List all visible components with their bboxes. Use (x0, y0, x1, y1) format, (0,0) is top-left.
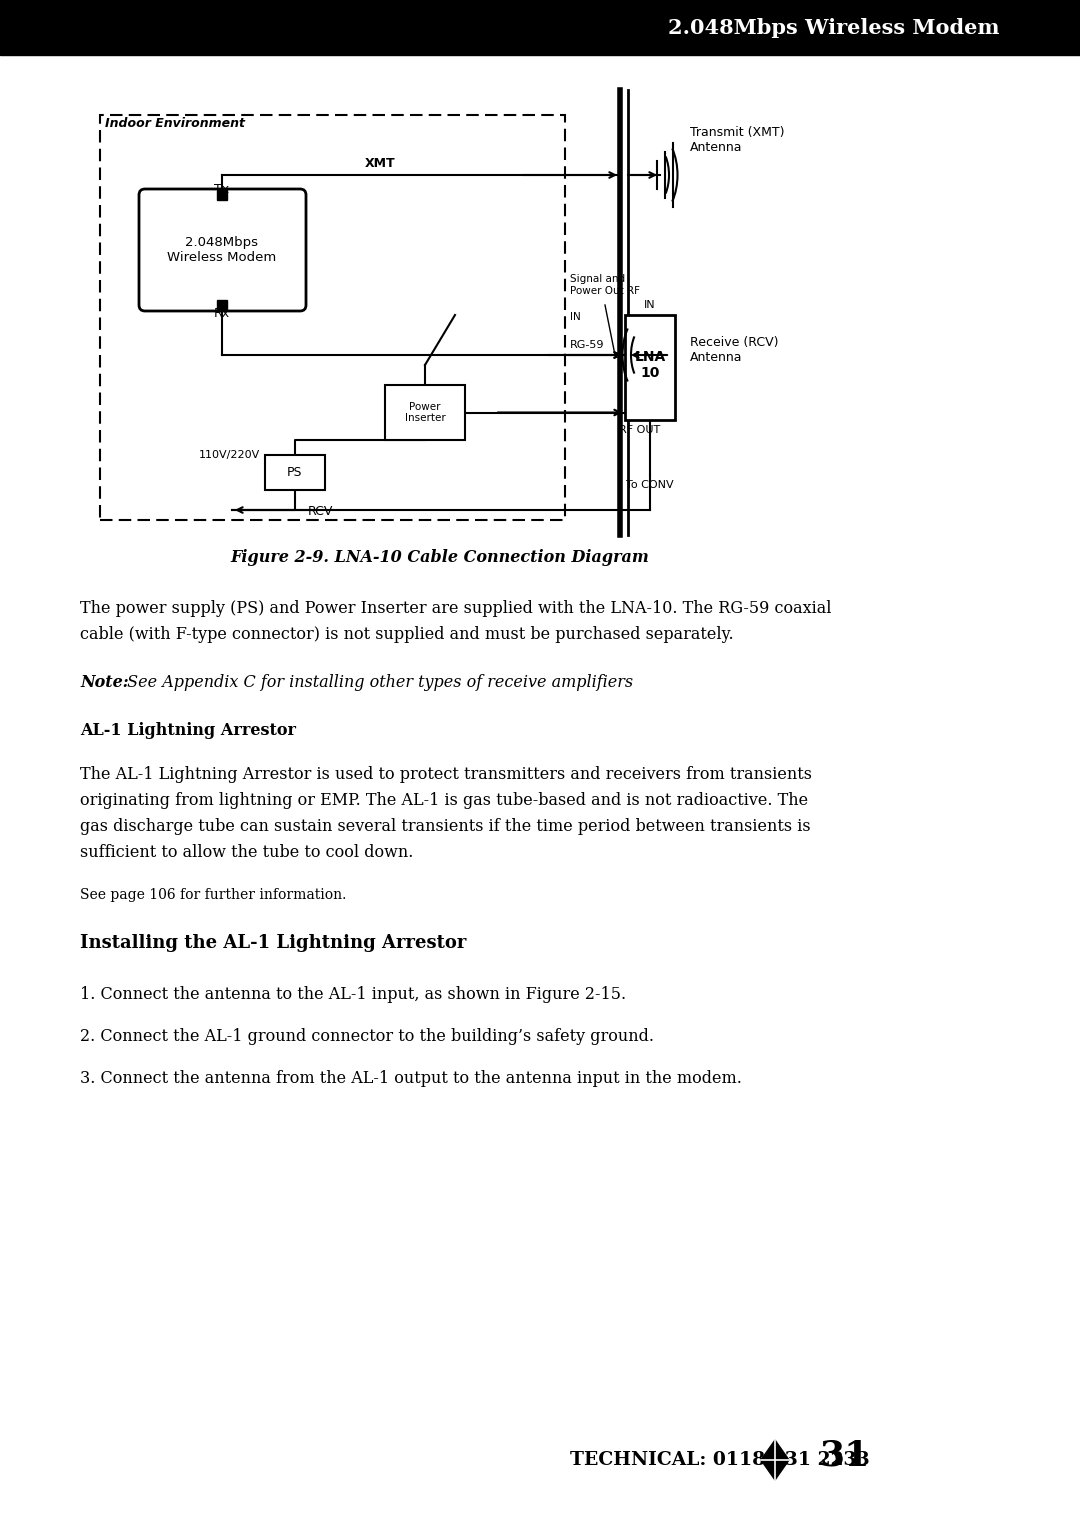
Text: See page 106 for further information.: See page 106 for further information. (80, 888, 347, 902)
FancyBboxPatch shape (100, 115, 565, 520)
Text: 1. Connect the antenna to the AL-1 input, as shown in Figure 2-15.: 1. Connect the antenna to the AL-1 input… (80, 986, 626, 1002)
Text: To CONV: To CONV (626, 480, 674, 490)
FancyBboxPatch shape (384, 385, 465, 440)
Text: Power
Inserter: Power Inserter (405, 402, 445, 423)
Text: IN: IN (570, 312, 581, 322)
Text: Receive (RCV)
Antenna: Receive (RCV) Antenna (690, 336, 779, 364)
Text: Rx: Rx (214, 307, 230, 319)
Text: RF OUT: RF OUT (619, 425, 661, 435)
Text: Figure 2-9. LNA-10 Cable Connection Diagram: Figure 2-9. LNA-10 Cable Connection Diag… (231, 549, 649, 565)
Polygon shape (761, 1439, 789, 1481)
Text: cable (with F-type connector) is not supplied and must be purchased separately.: cable (with F-type connector) is not sup… (80, 626, 733, 643)
Text: originating from lightning or EMP. The AL-1 is gas tube-based and is not radioac: originating from lightning or EMP. The A… (80, 792, 808, 808)
Text: RG-59: RG-59 (570, 341, 605, 350)
Text: XMT: XMT (365, 157, 395, 170)
Text: 2.048Mbps Wireless Modem: 2.048Mbps Wireless Modem (669, 18, 1000, 38)
Text: PS: PS (287, 466, 302, 478)
Text: LNA
10: LNA 10 (634, 350, 665, 380)
Text: RCV: RCV (308, 504, 333, 518)
Bar (217, 189, 227, 200)
Text: See Appendix C for installing other types of receive amplifiers: See Appendix C for installing other type… (122, 674, 633, 691)
Text: sufficient to allow the tube to cool down.: sufficient to allow the tube to cool dow… (80, 843, 414, 860)
Text: Installing the AL-1 Lightning Arrestor: Installing the AL-1 Lightning Arrestor (80, 934, 467, 952)
Bar (0, 0, 1080, 55)
Text: Transmit (XMT)
Antenna: Transmit (XMT) Antenna (690, 125, 784, 154)
Bar (217, 299, 227, 310)
Text: Note:: Note: (80, 674, 129, 691)
Text: Tx: Tx (215, 183, 230, 196)
Text: 2. Connect the AL-1 ground connector to the building’s safety ground.: 2. Connect the AL-1 ground connector to … (80, 1028, 654, 1045)
Text: IN: IN (644, 299, 656, 310)
Text: Indoor Environment: Indoor Environment (105, 118, 245, 130)
Text: AL-1 Lightning Arrestor: AL-1 Lightning Arrestor (80, 723, 296, 740)
Text: gas discharge tube can sustain several transients if the time period between tra: gas discharge tube can sustain several t… (80, 817, 811, 834)
Text: The power supply (PS) and Power Inserter are supplied with the LNA-10. The RG-59: The power supply (PS) and Power Inserter… (80, 601, 832, 617)
FancyBboxPatch shape (139, 189, 306, 312)
Text: 2.048Mbps
Wireless Modem: 2.048Mbps Wireless Modem (167, 235, 276, 264)
FancyBboxPatch shape (625, 315, 675, 420)
FancyBboxPatch shape (265, 455, 325, 490)
Text: The AL-1 Lightning Arrestor is used to protect transmitters and receivers from t: The AL-1 Lightning Arrestor is used to p… (80, 766, 812, 782)
Text: 31: 31 (820, 1438, 870, 1471)
Text: Signal and
Power Out RF: Signal and Power Out RF (570, 274, 640, 296)
Text: 3. Connect the antenna from the AL-1 output to the antenna input in the modem.: 3. Connect the antenna from the AL-1 out… (80, 1070, 742, 1086)
Text: 110V/220V: 110V/220V (199, 451, 260, 460)
Text: TECHNICAL: 0118 931 2233: TECHNICAL: 0118 931 2233 (570, 1452, 869, 1468)
